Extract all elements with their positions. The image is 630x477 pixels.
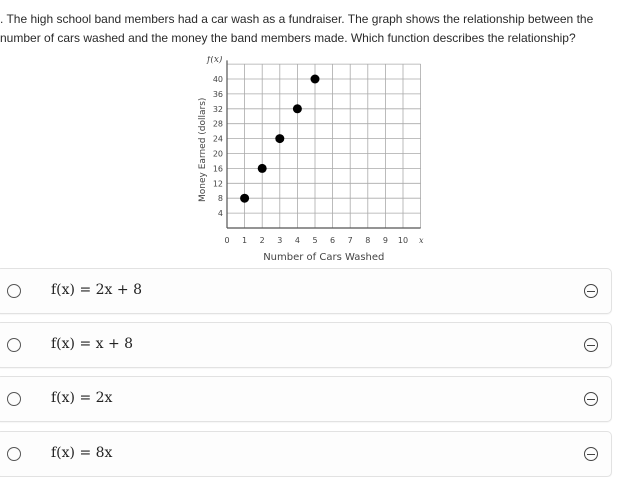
question-text: . The high school band members had a car… (0, 10, 625, 48)
question-line-2: number of cars washed and the money the … (0, 31, 576, 45)
option-label: f(x) = 2x (51, 390, 113, 406)
option-label: f(x) = 2x + 8 (51, 282, 142, 298)
question-line-1: . The high school band members had a car… (0, 12, 594, 26)
scatter-chart: 0 1 2 3 4 5 6 7 8 9 10481216202428323640xf(x)Numbe… (198, 56, 424, 263)
x-axis-name: x (419, 236, 424, 245)
y-tick-label: 32 (213, 105, 223, 114)
radio-button[interactable] (7, 338, 21, 352)
y-tick-label: 40 (213, 75, 223, 84)
radio-button[interactable] (7, 447, 21, 461)
y-tick-label: 24 (213, 135, 223, 144)
answer-option-4[interactable]: f(x) = 8x (0, 431, 612, 477)
y-tick-label: 4 (218, 209, 223, 218)
y-tick-label: 8 (218, 194, 223, 203)
option-label: f(x) = x + 8 (51, 336, 134, 352)
data-point (240, 193, 250, 203)
eliminate-icon[interactable] (584, 284, 598, 298)
x-tick-label: 9 (383, 236, 388, 245)
y-tick-label: 20 (213, 150, 223, 159)
radio-button[interactable] (7, 284, 21, 298)
y-tick-label: 12 (213, 179, 223, 188)
x-axis-label: Number of Cars Washed (263, 252, 384, 263)
answer-option-3[interactable]: f(x) = 2x (0, 376, 612, 422)
y-tick-label: 36 (213, 90, 223, 99)
x-tick-label: 0 (224, 236, 229, 245)
x-tick-label: 1 (242, 236, 247, 245)
radio-button[interactable] (7, 392, 21, 406)
x-tick-label: 3 (277, 236, 282, 245)
data-point (292, 104, 302, 114)
answer-option-2[interactable]: f(x) = x + 8 (0, 322, 612, 368)
y-tick-label: 16 (213, 164, 223, 173)
eliminate-icon[interactable] (584, 338, 598, 352)
x-tick-label: 10 (398, 236, 408, 245)
data-point (275, 134, 285, 144)
answer-option-1[interactable]: f(x) = 2x + 8 (0, 268, 612, 314)
data-point (310, 74, 320, 84)
option-label: f(x) = 8x (51, 445, 113, 461)
data-point (257, 163, 267, 173)
x-tick-label: 6 (330, 236, 335, 245)
x-tick-label: 8 (365, 236, 370, 245)
x-tick-label: 5 (312, 236, 317, 245)
eliminate-icon[interactable] (584, 447, 598, 461)
x-tick-label: 7 (348, 236, 353, 245)
y-tick-label: 28 (213, 120, 223, 129)
x-tick-label: 4 (295, 236, 300, 245)
y-axis-label: Money Earned (dollars) (198, 98, 208, 202)
y-axis-name: f(x) (206, 56, 223, 65)
x-tick-label: 2 (260, 236, 265, 245)
eliminate-icon[interactable] (584, 392, 598, 406)
